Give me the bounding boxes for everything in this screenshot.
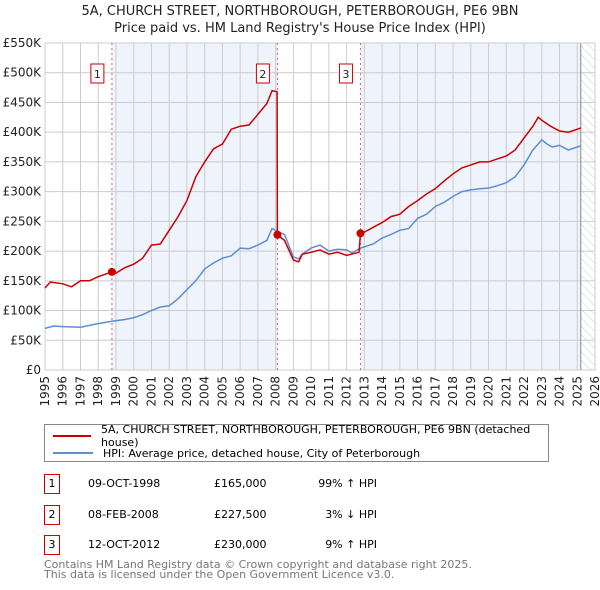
transaction-number: 2 — [44, 505, 60, 525]
x-tick-label: 1999 — [109, 376, 123, 407]
transaction-date: 08-FEB-2008 — [88, 508, 159, 521]
future-hatch-region — [580, 43, 595, 370]
x-tick-label: 2003 — [180, 376, 194, 407]
y-tick-label: £300K — [3, 185, 43, 199]
x-tick-label: 2024 — [553, 376, 567, 407]
sale-label: 3 — [342, 68, 349, 81]
sale-point — [273, 230, 282, 239]
x-tick-label: 2020 — [482, 376, 496, 407]
legend-item-property: 5A, CHURCH STREET, NORTHBOROUGH, PETERBO… — [53, 423, 548, 449]
transaction-price: £165,000 — [214, 477, 267, 490]
chart-title: 5A, CHURCH STREET, NORTHBOROUGH, PETERBO… — [81, 4, 519, 19]
y-tick-label: £400K — [3, 125, 43, 139]
chart-subtitle: Price paid vs. HM Land Registry's House … — [114, 21, 486, 36]
x-tick-label: 2011 — [322, 376, 336, 407]
y-tick-label: £0 — [26, 363, 41, 377]
price-chart: £0 £50K £100K £150K £200K £250K £300K £350K £400… — [3, 36, 600, 407]
x-tick-label: 1998 — [91, 376, 105, 407]
x-tick-label: 2002 — [162, 376, 176, 407]
transaction-hpi-diff: 99% ↑ HPI — [318, 477, 377, 490]
sale-label-box — [90, 63, 105, 84]
x-tick-label: 1996 — [56, 376, 70, 407]
y-tick-label: £100K — [3, 304, 43, 318]
x-tick-label: 2018 — [446, 376, 460, 407]
y-tick-label: £50K — [10, 333, 42, 347]
hpi-line — [44, 138, 582, 330]
x-tick-label: 2010 — [304, 376, 318, 407]
x-tick-label: 2021 — [499, 376, 513, 407]
y-tick-label: £500K — [3, 66, 43, 80]
footer: Contains HM Land Registry data © Crown c… — [44, 558, 472, 581]
sale-label-box — [255, 63, 270, 84]
shaded-ownership-period — [111, 43, 278, 370]
x-tick-label: 2022 — [517, 376, 531, 407]
x-tick-label: 2000 — [127, 376, 141, 407]
transaction-price: £230,000 — [214, 538, 267, 551]
transaction-date: 12-OCT-2012 — [88, 538, 161, 551]
transaction-number: 1 — [44, 474, 60, 494]
sale-label: 1 — [94, 68, 101, 81]
x-tick-label: 2013 — [357, 376, 371, 407]
x-tick-label: 2019 — [464, 376, 478, 407]
legend-swatch-red — [53, 435, 92, 437]
x-tick-label: 1995 — [38, 376, 52, 407]
y-tick-label: £450K — [3, 95, 43, 109]
y-tick-label: £150K — [3, 274, 43, 288]
legend-swatch-blue — [53, 452, 93, 454]
sale-label: 2 — [259, 68, 266, 81]
transaction-date: 09-OCT-1998 — [88, 477, 161, 490]
x-tick-label: 2009 — [286, 376, 300, 407]
footer-copyright: Contains HM Land Registry data © Crown c… — [44, 558, 472, 571]
x-tick-label: 2023 — [535, 376, 549, 407]
sale-point — [107, 267, 116, 276]
x-tick-label: 2017 — [428, 376, 442, 407]
property-price-line — [44, 89, 582, 289]
x-tick-label: 2025 — [570, 376, 584, 407]
y-tick-label: £350K — [3, 155, 43, 169]
sale-label-box — [338, 63, 353, 84]
transaction-price: £227,500 — [214, 508, 267, 521]
x-tick-label: 2004 — [198, 376, 212, 407]
y-tick-label: £250K — [3, 214, 43, 228]
x-tick-label: 2015 — [393, 376, 407, 407]
legend-label: HPI: Average price, detached house, City… — [103, 446, 421, 460]
x-tick-label: 2014 — [375, 376, 389, 407]
x-tick-label: 2006 — [233, 376, 247, 407]
sale-point — [356, 229, 365, 238]
transaction-hpi-diff: 3% ↓ HPI — [325, 508, 377, 521]
x-tick-label: 2012 — [340, 376, 354, 407]
transaction-number: 3 — [44, 535, 60, 555]
x-tick-label: 2026 — [588, 376, 600, 407]
x-tick-label: 2001 — [144, 376, 158, 407]
plot-border — [44, 42, 596, 371]
x-tick-label: 2007 — [251, 376, 265, 407]
x-tick-label: 1997 — [73, 376, 87, 407]
x-tick-label: 2005 — [215, 376, 229, 407]
x-tick-label: 2016 — [411, 376, 425, 407]
transaction-hpi-diff: 9% ↑ HPI — [325, 538, 377, 551]
x-tick-label: 2008 — [269, 376, 283, 407]
footer-licence: This data is licensed under the Open Gov… — [44, 568, 395, 581]
y-tick-label: £550K — [3, 36, 43, 50]
y-tick-label: £200K — [3, 244, 43, 258]
legend-item-hpi: HPI: Average price, detached house, City… — [53, 446, 420, 460]
legend: 5A, CHURCH STREET, NORTHBOROUGH, PETERBO… — [44, 423, 549, 462]
legend-label: 5A, CHURCH STREET, NORTHBOROUGH, PETERBO… — [101, 423, 531, 449]
